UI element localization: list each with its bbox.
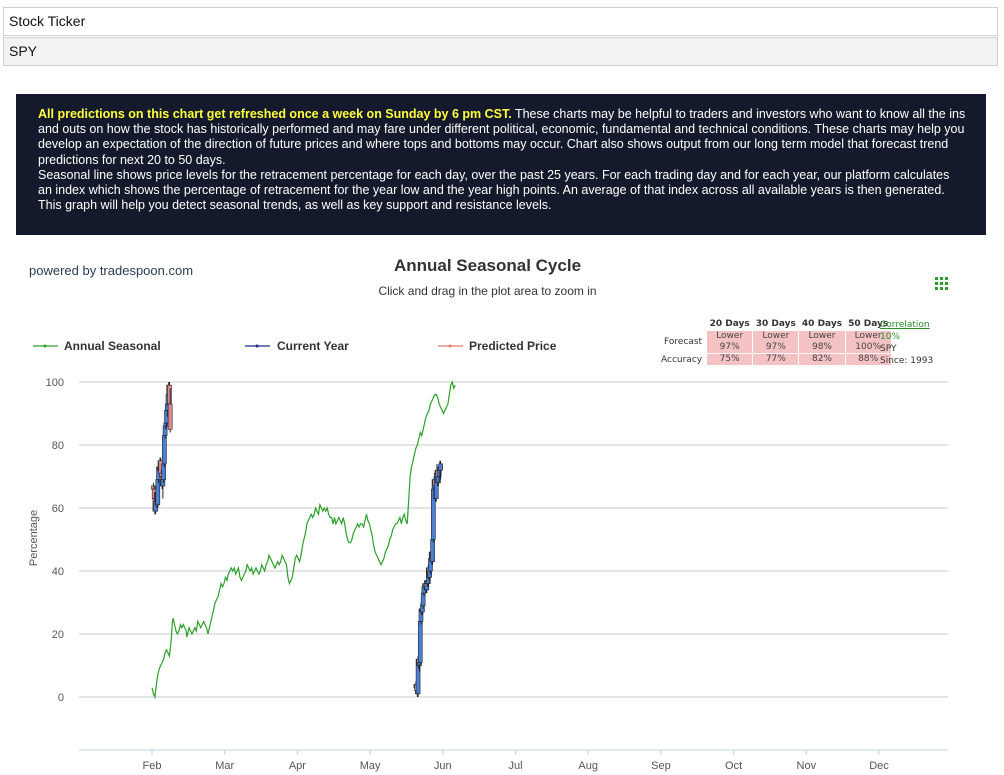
candle-body (436, 476, 441, 484)
candle-body (417, 662, 422, 666)
chart-title: Annual Seasonal Cycle (393, 256, 582, 275)
y-axis-label: Percentage (28, 510, 40, 566)
forecast-table: 20 Days 30 Days 40 Days 50 Days Forecast… (658, 318, 892, 366)
forecast-cell: Lower 100% (844, 330, 892, 354)
candle-body (420, 605, 425, 613)
candlestick (162, 432, 167, 468)
correlation-link[interactable]: Correlation (880, 320, 930, 330)
candlestick (155, 476, 161, 508)
seasonal-chart[interactable]: Annual Seasonal Current Year Predicted P… (0, 300, 1004, 775)
forecast-cell: Lower 98% (798, 330, 846, 354)
candle-body (162, 425, 168, 436)
candle-body (161, 463, 166, 480)
candle-body (160, 479, 166, 487)
accuracy-cell: 75% (706, 353, 754, 366)
candle-body (427, 570, 433, 578)
info-text-1: These charts may be helpful to traders a… (38, 107, 966, 167)
candlestick (430, 536, 435, 565)
forecast-cell: Lower 97% (752, 330, 800, 354)
chart-subtitle: Click and drag in the plot area to zoom … (378, 284, 597, 298)
accuracy-row-label: Accuracy (661, 354, 703, 365)
info-panel: All predictions on this chart get refres… (16, 94, 986, 235)
candle-body (417, 621, 423, 663)
candle-body (420, 592, 426, 606)
accuracy-cell: 82% (798, 353, 846, 366)
legend-current-year[interactable]: Current Year (245, 339, 349, 353)
fc-header-30: 30 Days (755, 319, 796, 329)
x-tick-label: Feb (143, 760, 162, 772)
candle-body (163, 422, 169, 427)
x-tick-label: Oct (725, 760, 742, 772)
candlestick (167, 382, 172, 408)
correlation-block: Correlation 10% SPY Since: 1993 (880, 319, 933, 367)
candlestick (438, 460, 443, 480)
y-tick-label: 80 (52, 440, 64, 452)
x-tick-label: Nov (797, 760, 817, 772)
accuracy-cell: 77% (752, 353, 800, 366)
x-tick-label: Sep (651, 760, 671, 772)
svg-text:Predicted Price: Predicted Price (469, 339, 557, 353)
powered-by-link[interactable]: powered by tradespoon.com (29, 263, 194, 278)
stock-ticker-input[interactable]: SPY (3, 37, 998, 66)
y-tick-label: 60 (52, 503, 64, 515)
correlation-since: Since: 1993 (880, 356, 934, 366)
chart-legend: Annual Seasonal Current Year Predicted P… (33, 339, 557, 353)
legend-predicted-price[interactable]: Predicted Price (438, 339, 557, 353)
stock-ticker-label: Stock Ticker (3, 7, 998, 36)
svg-text:Current Year: Current Year (277, 339, 349, 353)
accuracy-cell: 88% (844, 353, 892, 366)
fc-header-40: 40 Days (801, 319, 843, 329)
forecast-row-label: Forecast (664, 337, 703, 347)
x-tick-label: Dec (869, 760, 889, 772)
fc-header-50: 50 Days (848, 319, 889, 329)
series-annual-seasonal-line (151, 380, 456, 700)
info-text-2: Seasonal line shows price levels for the… (38, 167, 950, 213)
x-tick-label: Aug (578, 760, 598, 772)
candlestick (167, 388, 173, 433)
y-tick-label: 100 (46, 377, 64, 389)
candle-body (430, 539, 435, 562)
y-tick-label: 40 (52, 566, 64, 578)
x-tick-label: Apr (289, 760, 306, 772)
x-tick-label: May (360, 760, 381, 772)
x-tick-label: Jul (508, 760, 522, 772)
y-tick-label: 0 (58, 692, 64, 704)
fc-header-20: 20 Days (709, 319, 750, 329)
refresh-notice: All predictions on this chart get refres… (38, 107, 512, 121)
candle-body (167, 384, 172, 405)
candle-body (151, 485, 156, 490)
legend-annual-seasonal[interactable]: Annual Seasonal (33, 339, 161, 353)
candle-body (438, 463, 443, 471)
candle-body (162, 435, 167, 465)
candle-body (155, 479, 161, 506)
x-tick-label: Jun (434, 760, 452, 772)
svg-text:Annual Seasonal: Annual Seasonal (64, 339, 161, 353)
correlation-symbol: SPY (880, 344, 897, 354)
correlation-value: 10% (880, 332, 901, 342)
x-tick-label: Mar (215, 760, 234, 772)
y-tick-label: 20 (52, 629, 64, 641)
chart-menu-icon[interactable] (935, 277, 950, 291)
candlestick (417, 618, 423, 666)
candle-body (167, 403, 173, 430)
